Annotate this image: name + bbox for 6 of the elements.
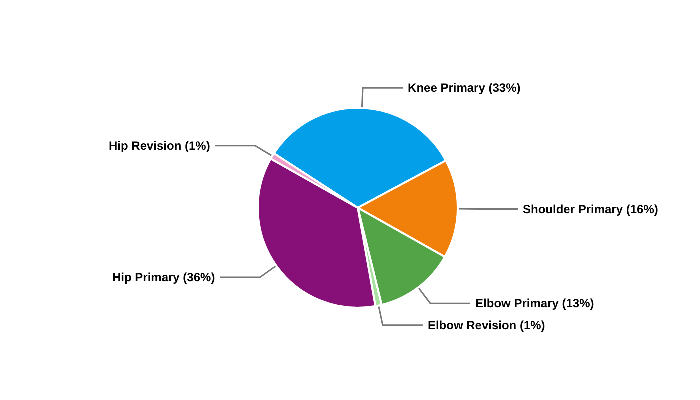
slice-label: Shoulder Primary (16%) — [522, 202, 658, 216]
slice-label: Knee Primary (33%) — [408, 81, 521, 96]
slice-label: Hip Primary (36%) — [112, 270, 216, 285]
slice-label: Elbow Revision (1%) — [428, 318, 546, 332]
slice-label: Hip Revision (1%) — [108, 138, 210, 153]
slice-label: Elbow Primary (13%) — [476, 296, 594, 311]
